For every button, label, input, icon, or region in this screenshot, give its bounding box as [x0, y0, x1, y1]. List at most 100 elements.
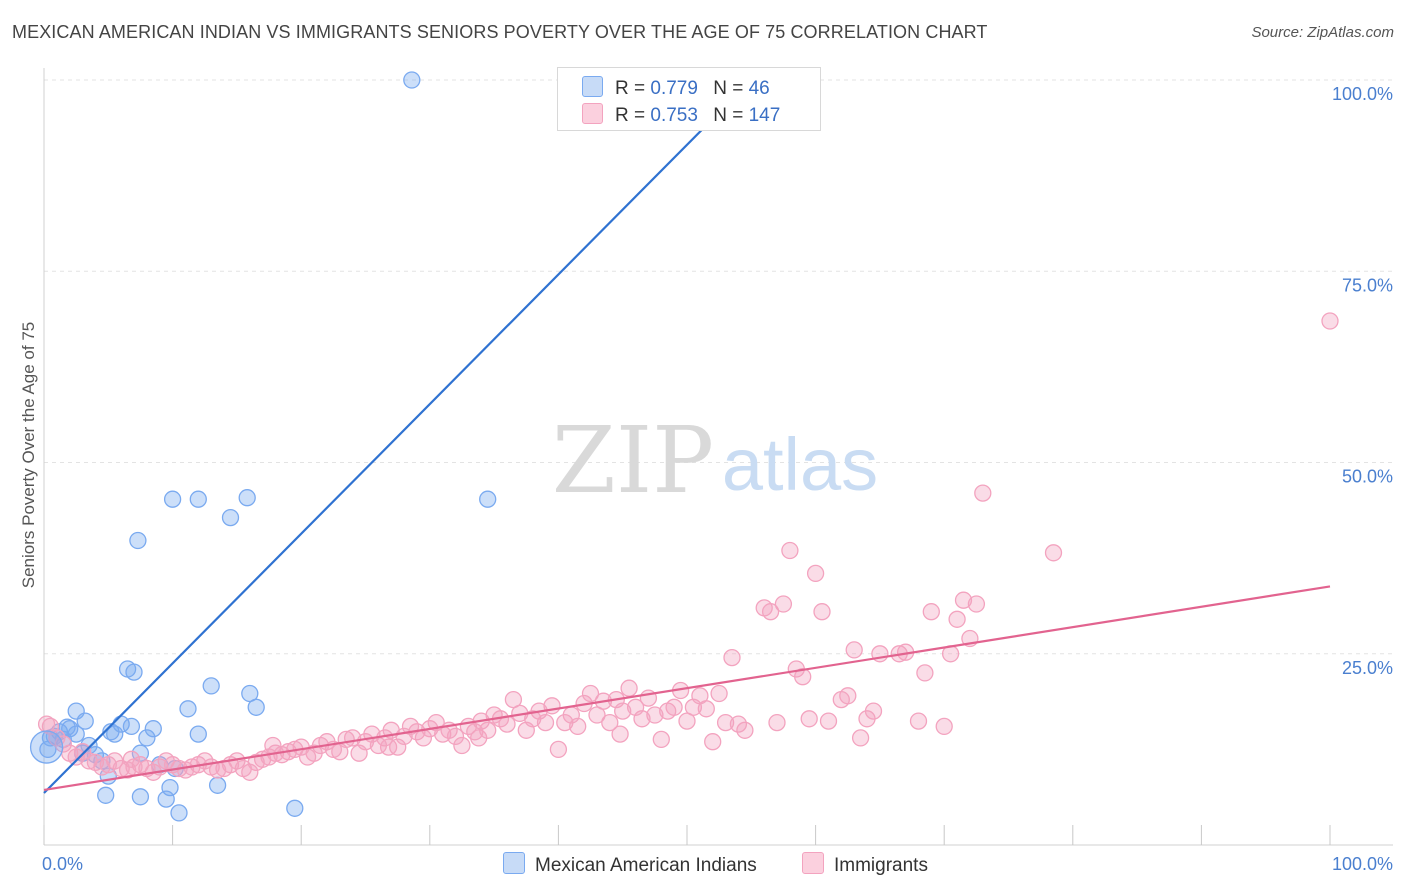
- immigrants-point: [729, 715, 748, 733]
- chart-title: MEXICAN AMERICAN INDIAN VS IMMIGRANTS SE…: [12, 22, 988, 42]
- mexican-point: [131, 788, 150, 806]
- immigrants-point: [389, 738, 407, 756]
- immigrants-point: [122, 750, 141, 768]
- mexican-point: [202, 677, 220, 695]
- y-tick-label: 25.0%: [1342, 658, 1393, 678]
- mexican-point: [129, 531, 147, 550]
- immigrants-point: [446, 727, 465, 746]
- legend-row-immigrants: R = 0.753 N = 147: [582, 103, 781, 126]
- legend-swatch-immigrants: [582, 103, 603, 124]
- immigrants-point: [264, 736, 282, 755]
- mexican-point: [189, 490, 207, 508]
- immigrants-point: [652, 730, 670, 749]
- mexican-point: [122, 717, 141, 736]
- mexican-point: [479, 490, 497, 508]
- tick-labels: 25.0% 50.0% 75.0% 100.0% 0.0% 100.0%: [42, 84, 1393, 874]
- watermark-atlas: atlas: [722, 423, 878, 506]
- axes: [43, 68, 1393, 846]
- mexican-point: [29, 730, 64, 764]
- immigrants-point: [761, 603, 780, 621]
- immigrants-point: [710, 684, 728, 703]
- mexican-point: [208, 776, 227, 794]
- immigrants-point: [723, 648, 741, 667]
- mexican-point: [157, 790, 175, 808]
- immigrants-point: [665, 698, 683, 716]
- series-swatch-immigrants: [802, 852, 824, 874]
- immigrants-point: [646, 706, 664, 724]
- immigrants-point: [774, 595, 793, 613]
- legend-n-label: N =: [713, 105, 744, 126]
- immigrants-point: [1321, 312, 1339, 330]
- immigrants-point: [736, 721, 754, 739]
- y-tick-label: 100.0%: [1332, 84, 1393, 104]
- immigrants-point: [916, 664, 934, 682]
- series-legend-immigrants: Immigrants: [802, 852, 928, 877]
- mexican-point: [102, 723, 120, 741]
- immigrants-point: [569, 717, 587, 736]
- mexican-point: [138, 729, 156, 747]
- immigrants-point: [54, 735, 72, 753]
- legend-r-label: R =: [615, 78, 646, 99]
- mexican-point: [144, 720, 162, 738]
- mexican-point: [67, 725, 85, 743]
- legend-n-value: 147: [748, 105, 781, 126]
- immigrants-point: [948, 610, 966, 628]
- immigrants-point: [954, 591, 973, 609]
- mexican-point: [238, 489, 256, 507]
- immigrants-point: [1044, 544, 1063, 562]
- mexican-point: [189, 725, 207, 743]
- immigrants-point: [974, 484, 992, 502]
- mexican-point: [125, 663, 143, 681]
- legend-n-value: 46: [748, 78, 770, 99]
- data-points: [29, 71, 1339, 822]
- series-label-immigrants: Immigrants: [834, 855, 928, 876]
- y-axis-title: Seniors Poverty Over the Age of 75: [19, 321, 38, 589]
- legend-swatch-mexican: [582, 76, 603, 97]
- grid-lines: [44, 79, 1393, 655]
- series-swatch-mexican: [503, 852, 525, 874]
- watermark: ZIP atlas: [552, 407, 878, 514]
- immigrants-point: [839, 687, 857, 705]
- immigrants-point: [73, 743, 92, 761]
- immigrants-point: [241, 763, 259, 781]
- immigrants-point: [864, 702, 883, 720]
- mexican-point: [170, 804, 188, 822]
- immigrants-point: [48, 729, 66, 747]
- legend-r-label: R =: [615, 105, 646, 126]
- y-tick-label: 50.0%: [1342, 467, 1393, 487]
- source-label: Source: ZipAtlas.com: [1251, 24, 1394, 41]
- mexican-point: [286, 799, 304, 817]
- immigrants-point: [633, 710, 651, 728]
- immigrants-point: [819, 712, 838, 730]
- mexican-point: [247, 698, 265, 716]
- series-label-mexican: Mexican American Indians: [535, 855, 757, 876]
- immigrants-point: [851, 729, 870, 747]
- immigrants-point: [813, 603, 831, 621]
- immigrants-point: [716, 713, 735, 732]
- immigrants-point: [845, 641, 863, 659]
- immigrants-point: [800, 710, 818, 728]
- legend-row-mexican: R = 0.779 N = 46: [582, 76, 770, 99]
- mexican-point: [179, 700, 197, 718]
- immigrants-trend-line: [43, 585, 1331, 792]
- x-tick-label: 0.0%: [42, 854, 83, 874]
- immigrants-point: [935, 717, 953, 736]
- immigrants-point: [794, 668, 812, 686]
- mexican-point: [58, 718, 76, 736]
- trend-lines: [43, 79, 1331, 794]
- legend-n-label: N =: [713, 78, 744, 99]
- immigrants-point: [536, 713, 555, 732]
- immigrants-point: [470, 729, 488, 747]
- y-tick-label: 75.0%: [1342, 275, 1393, 295]
- mexican-point: [163, 490, 182, 508]
- immigrants-point: [781, 541, 799, 560]
- watermark-zip: ZIP: [552, 407, 714, 514]
- legend-r-value: 0.779: [650, 78, 698, 99]
- immigrants-point: [697, 700, 715, 718]
- immigrants-point: [453, 736, 471, 755]
- immigrants-point: [601, 713, 619, 732]
- immigrants-point: [806, 564, 825, 583]
- series-legend: Mexican American Indians Immigrants: [0, 852, 1406, 878]
- mexican-point: [221, 508, 240, 527]
